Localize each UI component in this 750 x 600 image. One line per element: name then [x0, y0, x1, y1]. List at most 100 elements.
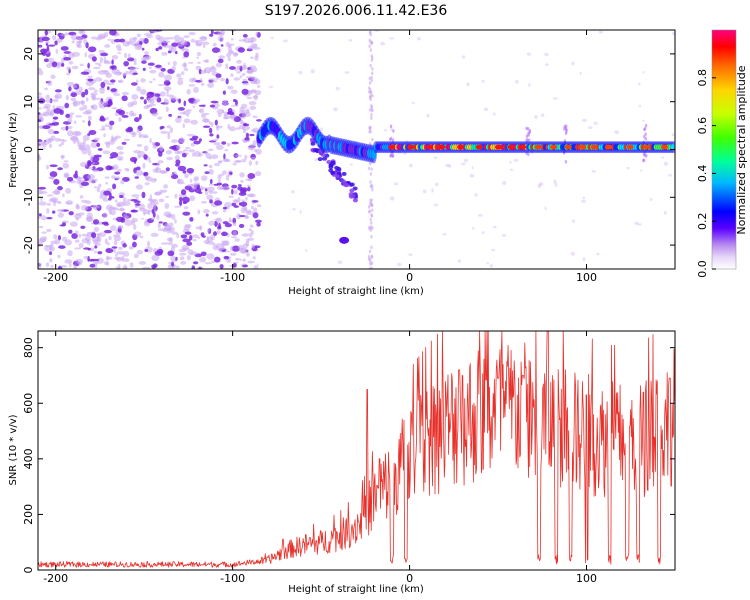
spectrogram-noise-blob — [74, 170, 78, 176]
spectrogram-noise-blob — [88, 87, 96, 91]
spectrogram-speckle — [380, 41, 386, 46]
spectrogram-noise-blob — [198, 191, 203, 194]
spectrogram-noise-blob — [149, 137, 152, 144]
spectrogram-noise-blob — [170, 266, 175, 269]
spectrogram-noise-blob — [139, 37, 145, 42]
spectrogram-noise-blob — [118, 151, 124, 155]
spectrogram-speckle — [461, 162, 466, 166]
spectrogram-noise-blob — [157, 83, 165, 87]
spectrogram-noise-blob — [209, 179, 213, 184]
spectrogram-noise-blob — [175, 265, 180, 269]
spectrogram-noise-blob — [87, 120, 91, 127]
spectrogram-noise-blob — [202, 118, 210, 123]
spectrogram-noise-blob — [237, 196, 241, 203]
spectrogram-noise-blob — [132, 241, 137, 248]
spectrogram-speckle — [433, 156, 438, 160]
spectrogram-noise-blob — [131, 94, 139, 100]
spectrogram-noise-blob — [208, 220, 216, 226]
spectrogram-peak-spot — [519, 144, 527, 150]
spectrogram-speckle — [544, 63, 549, 66]
spectrogram-noise-blob — [112, 183, 117, 190]
spectrogram-noise-blob — [134, 41, 139, 48]
spectrogram-speckle — [268, 85, 274, 88]
spectrogram-peak-spot — [494, 144, 502, 150]
spectrogram-noise-blob — [75, 115, 83, 118]
spectrogram-noise-blob — [136, 85, 142, 92]
spectrogram-noise-blob — [161, 45, 171, 48]
spectrogram-noise-blob — [97, 33, 106, 39]
spectrogram-noise-blob — [181, 153, 187, 158]
spectrogram-noise-blob — [115, 256, 123, 262]
spectrogram-noise-blob — [131, 82, 138, 86]
spectrogram-noise-blob — [239, 110, 244, 114]
spectrogram-noise-blob — [88, 167, 93, 170]
spectrogram-noise-blob — [61, 139, 67, 143]
spectrogram-noise-blob — [102, 150, 111, 154]
spectrogram-noise-blob — [249, 143, 256, 149]
spectrogram-noise-blob — [54, 238, 60, 245]
spectrogram-noise-blob — [240, 121, 245, 125]
spectrogram-noise-blob — [206, 253, 215, 260]
spectrogram-noise-blob — [192, 261, 199, 265]
spectrogram-speckle — [445, 163, 451, 168]
spectrogram-noise-blob — [216, 229, 221, 235]
spectrogram-noise-blob — [141, 56, 149, 61]
spectrogram-noise-blob — [253, 207, 258, 213]
spectrogram-speckle — [408, 163, 413, 168]
spectrogram-speckle — [477, 214, 483, 217]
spectrogram-speckle — [538, 182, 544, 187]
spectrogram-noise-blob — [153, 203, 157, 210]
spectrogram-speckle — [471, 166, 474, 170]
spectrogram-noise-blob — [198, 138, 202, 142]
spectrogram-noise-blob — [65, 94, 69, 101]
spectrogram-noise-blob — [213, 231, 218, 236]
spectrogram-noise-blob — [138, 132, 142, 139]
spectrogram-noise-blob — [106, 116, 109, 121]
spectrogram-noise-blob — [202, 44, 206, 49]
spectrogram-noise-blob — [74, 239, 80, 243]
spectrogram-noise-blob — [216, 125, 223, 129]
spectrogram-speckle — [393, 182, 399, 186]
spectrogram-noise-blob — [212, 245, 219, 251]
spectrogram-noise-blob — [193, 99, 198, 105]
spectrogram-noise-blob — [38, 92, 43, 96]
spectrogram-noise-blob — [54, 137, 61, 142]
spectrogram-streak — [368, 94, 372, 99]
spectrogram-noise-blob — [173, 205, 182, 208]
spectrogram-streak — [564, 126, 568, 131]
spectrogram-noise-blob — [203, 239, 210, 244]
spectrogram-noise-blob — [255, 219, 262, 223]
spectrogram-noise-blob — [193, 140, 201, 145]
spectrogram-streak — [371, 187, 374, 192]
spectrogram-noise-blob — [38, 242, 43, 247]
spectrogram-noise-blob — [239, 258, 242, 261]
spectrogram-speckle — [663, 210, 667, 215]
spectrogram-noise-blob — [110, 210, 116, 216]
spectrogram-noise-blob — [183, 118, 191, 124]
spectrogram-noise-blob — [224, 223, 233, 228]
spectrogram-noise-blob — [74, 247, 82, 250]
spectrogram-noise-blob — [156, 162, 160, 167]
spectrogram-noise-blob — [194, 150, 201, 157]
spectrogram-noise-blob — [169, 95, 177, 101]
spectrogram-noise-blob — [178, 252, 187, 256]
spectrogram-noise-blob — [90, 105, 94, 110]
spectrogram-noise-blob — [221, 240, 230, 243]
spectrogram-noise-blob — [147, 202, 153, 210]
spectrogram-noise-blob — [246, 108, 250, 113]
spectrogram-noise-blob — [121, 258, 130, 263]
spectrogram-noise-blob — [242, 33, 248, 38]
spectrogram-noise-blob — [245, 132, 249, 138]
spectrogram-noise-blob — [143, 145, 149, 152]
spectrogram-noise-blob — [100, 81, 106, 89]
spectrogram-noise-blob — [41, 36, 50, 42]
spectrogram-speckle — [282, 39, 288, 43]
spectrogram-x-ticks: -200 -100 0 100 — [43, 30, 597, 284]
spectrogram-noise-blob — [157, 223, 161, 229]
spectrogram-speckle — [513, 158, 519, 162]
spectrogram-noise-blob — [104, 59, 110, 63]
spectrogram-noise-blob — [179, 37, 185, 41]
spectrogram-speckle — [572, 219, 575, 223]
spectrogram-noise-blob — [93, 66, 101, 70]
spectrogram-noise-blob — [82, 120, 86, 123]
